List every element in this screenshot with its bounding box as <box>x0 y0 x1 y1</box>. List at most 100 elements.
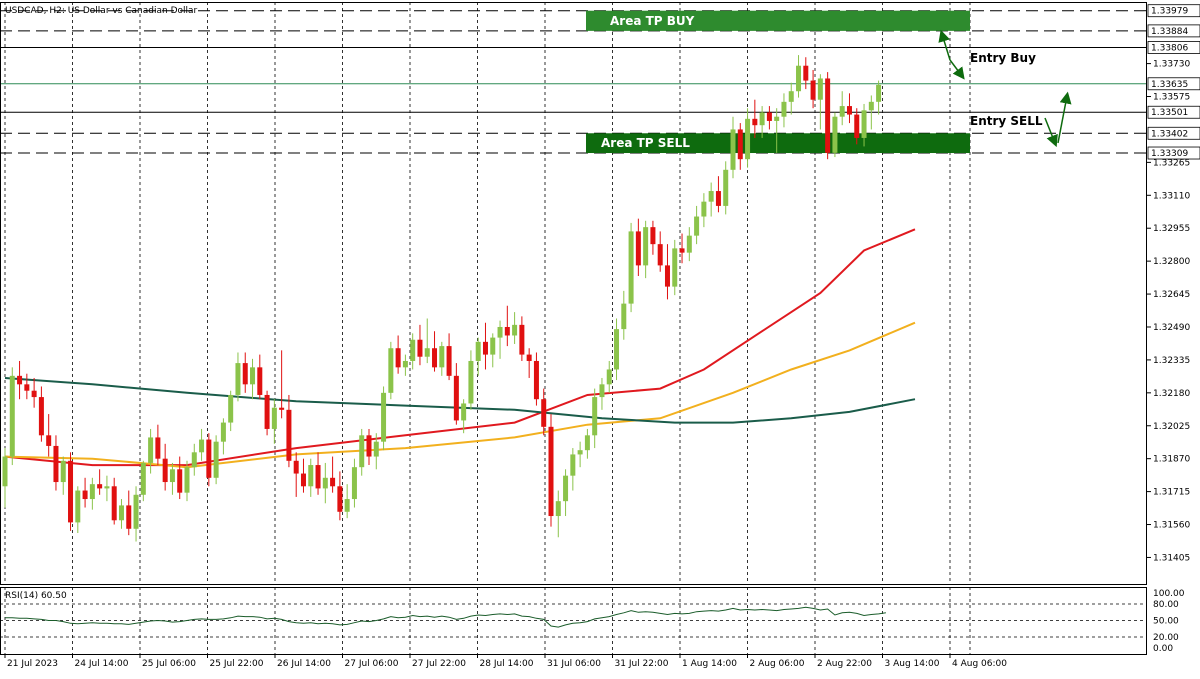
rsi-tick-label: 0.00 <box>1153 644 1173 654</box>
price-level-box <box>1147 4 1200 18</box>
y-tick-label: 1.32645 <box>1153 290 1190 300</box>
candle-body <box>482 341 488 355</box>
zone-layer: Area TP BUY Area TP SELL <box>586 10 970 154</box>
candle-body <box>541 399 547 427</box>
candle-body <box>876 84 882 102</box>
candle-body <box>490 337 496 355</box>
candle-body <box>839 106 845 117</box>
candle-body <box>388 348 394 393</box>
candle-body <box>715 191 721 206</box>
x-tick-label: 27 Jul 06:00 <box>345 659 399 669</box>
chart-title: USDCAD, H2: US Dollar vs Canadian Dollar <box>5 6 198 16</box>
rsi-line <box>5 606 886 628</box>
price-level-box <box>1147 105 1200 119</box>
axis-layer: 21 Jul 2023 24 Jul 14:00 25 Jul 06:00 25 Ju… <box>0 2 1190 669</box>
rsi-plot-frame <box>0 587 1147 655</box>
candle-body <box>592 397 598 436</box>
candle-body <box>817 78 823 100</box>
candle-body <box>133 494 139 529</box>
candle-body <box>162 458 168 483</box>
candle-body <box>657 244 663 266</box>
price-level-box <box>1147 41 1200 54</box>
price-level-label: 1.33884 <box>1151 27 1188 37</box>
rsi-tick-label: 50.00 <box>1153 617 1179 627</box>
y-tick-label: 1.31560 <box>1153 521 1190 531</box>
candle-body <box>825 78 831 153</box>
candle-body <box>854 114 860 138</box>
candle-body <box>344 499 350 512</box>
candle-body <box>526 354 532 361</box>
candle-body <box>235 363 241 395</box>
candle-body <box>373 441 379 457</box>
x-tick-label: 2 Aug 06:00 <box>750 659 805 669</box>
x-tick-label: 1 Aug 14:00 <box>682 659 737 669</box>
candle-body <box>140 462 146 495</box>
candle-body <box>694 216 700 236</box>
zone-label: Area TP BUY <box>610 14 695 28</box>
candle-body <box>395 348 401 368</box>
candle-body <box>286 409 292 461</box>
y-tick-label: 1.31715 <box>1153 488 1190 498</box>
candle-body <box>774 116 780 121</box>
x-tick-label: 25 Jul 06:00 <box>142 659 196 669</box>
x-tick-label: 4 Aug 06:00 <box>952 659 1007 669</box>
candle-body <box>781 101 787 117</box>
candle-body <box>417 339 423 357</box>
zone-box <box>586 10 970 31</box>
candle-body <box>846 106 852 115</box>
candle-body <box>461 403 467 421</box>
candle-body <box>46 435 52 446</box>
candle-body <box>308 465 314 487</box>
candle-body <box>410 339 416 361</box>
price-level-label: 1.33501 <box>1151 108 1188 118</box>
rsi-tick-label: 100.00 <box>1153 589 1185 599</box>
candle-body <box>315 465 321 489</box>
arrow-up-icon <box>1057 91 1072 144</box>
candle-body <box>53 445 59 483</box>
candle-body <box>169 469 175 483</box>
candle-body <box>519 324 525 355</box>
candle-body <box>832 116 838 153</box>
candle-body <box>730 129 736 170</box>
candle-body <box>271 407 277 429</box>
candle-body <box>89 484 95 500</box>
candle-body <box>60 460 66 483</box>
price-level-box <box>1147 24 1200 38</box>
candle-body <box>330 477 336 487</box>
entry-buy-label: Entry Buy <box>970 51 1036 65</box>
candle-body <box>497 326 503 338</box>
candle-body <box>2 456 8 487</box>
candle-body <box>810 80 816 100</box>
candle-body <box>68 460 74 523</box>
x-tick-label: 31 Jul 06:00 <box>547 659 601 669</box>
candle-body <box>446 346 452 376</box>
candle-body <box>279 407 285 410</box>
y-tick-label: 1.32180 <box>1153 389 1190 399</box>
candle-body <box>228 394 234 423</box>
candle-body <box>242 363 248 385</box>
x-tick-label: 21 Jul 2023 <box>7 659 58 669</box>
candle-body <box>439 346 445 368</box>
candle-body <box>24 384 30 391</box>
rsi-tick-label: 80.00 <box>1153 600 1179 610</box>
candle-body <box>548 426 554 517</box>
y-tick-label: 1.31405 <box>1153 553 1190 563</box>
candle-body <box>184 467 190 493</box>
y-tick-label: 1.32490 <box>1153 323 1190 333</box>
x-tick-label: 3 Aug 14:00 <box>885 659 940 669</box>
candle-body <box>577 450 583 455</box>
candle-body <box>708 191 714 202</box>
candle-body <box>359 435 365 468</box>
rsi-label: RSI(14) 60.50 <box>5 591 67 601</box>
candle-body <box>570 454 576 476</box>
price-level-label: 1.33979 <box>1151 7 1188 17</box>
candle-body <box>766 112 772 121</box>
candle-body <box>111 486 117 521</box>
candle-body <box>82 490 88 500</box>
y-tick-label: 1.33575 <box>1153 93 1190 103</box>
arrow-up-icon <box>938 29 951 61</box>
candle-body <box>796 65 802 92</box>
zone-box <box>586 133 970 154</box>
